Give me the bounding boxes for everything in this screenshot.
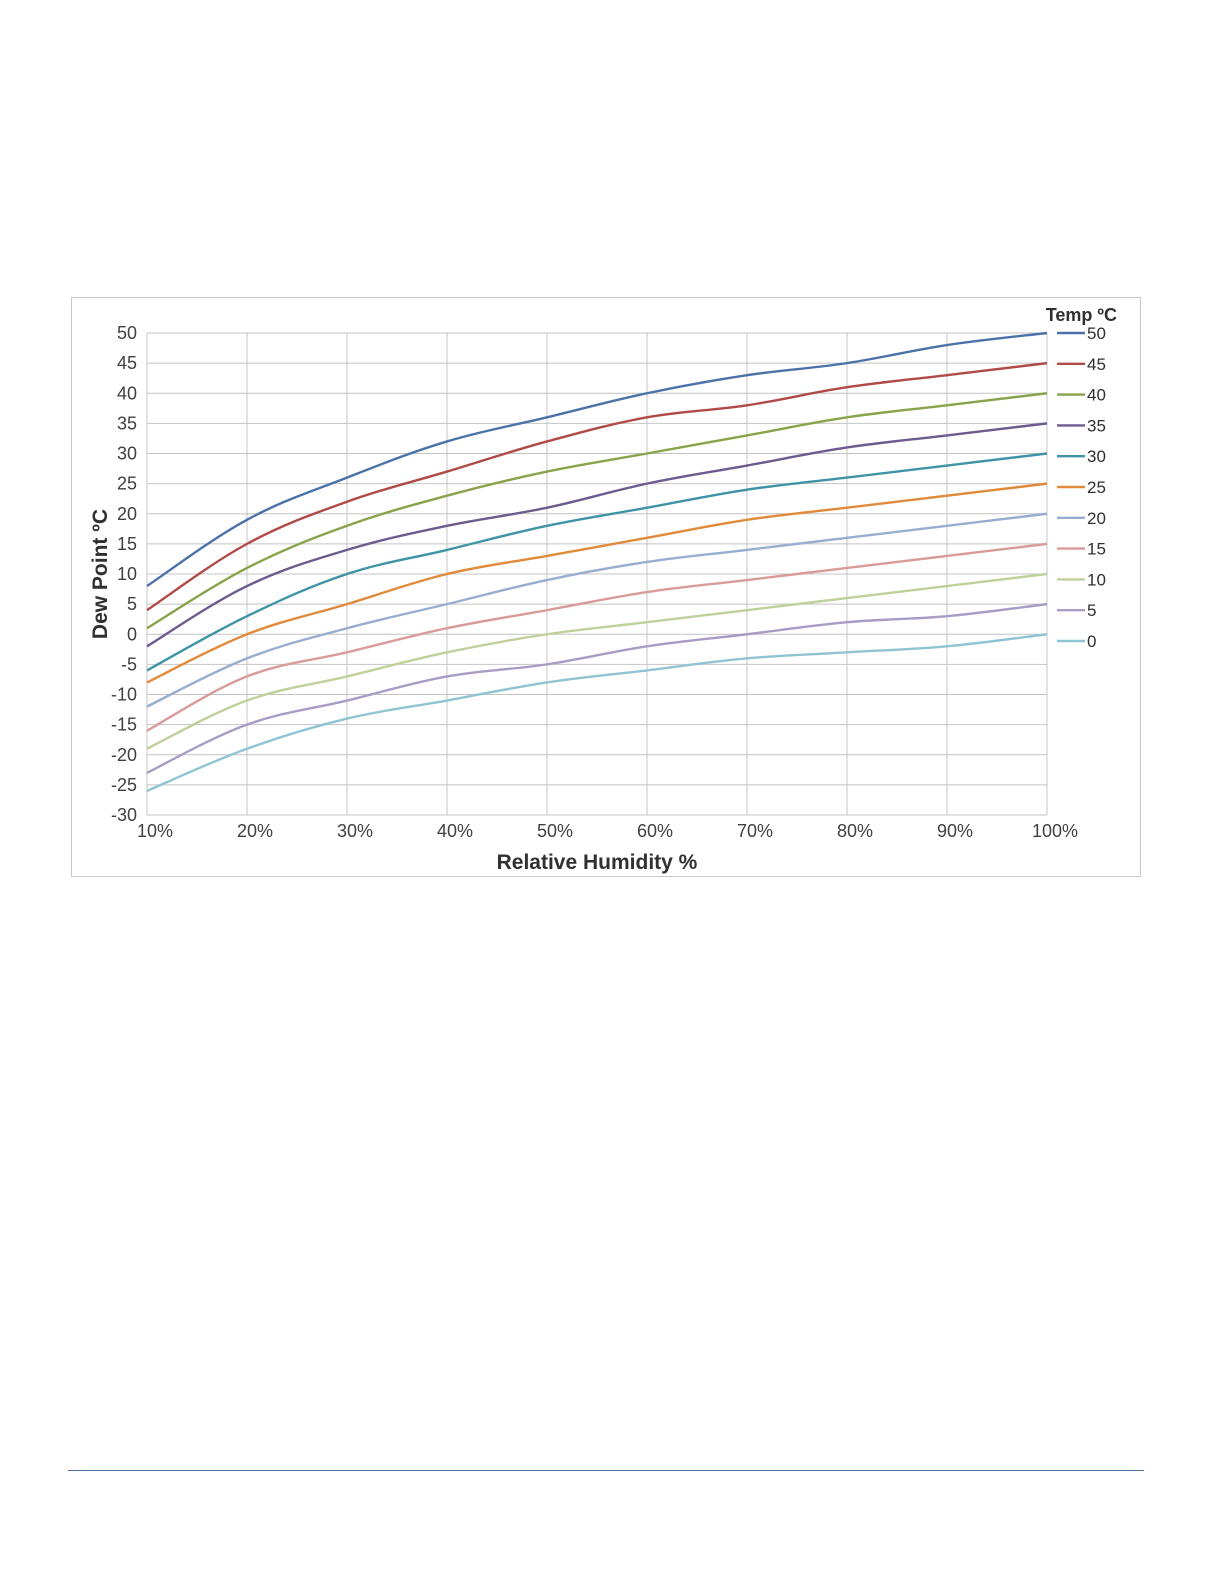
x-tick-label: 60% (637, 821, 673, 841)
y-tick-label: -30 (111, 805, 137, 825)
x-tick-label: 10% (137, 821, 173, 841)
chart-canvas: 50454035302520151050-5-10-15-20-25-3010%… (89, 305, 1117, 874)
series-line-temp-45 (146, 361, 1048, 612)
legend-title: Temp ºC (1046, 305, 1117, 325)
x-tick-label: 50% (537, 821, 573, 841)
grid (146, 332, 1048, 816)
legend-label: 0 (1087, 632, 1096, 651)
legend-label: 5 (1087, 601, 1096, 620)
x-tick-label: 30% (337, 821, 373, 841)
series-line-temp-40 (146, 392, 1048, 630)
x-tick-label: 40% (437, 821, 473, 841)
legend-label: 20 (1087, 509, 1106, 528)
y-tick-label: 10 (117, 564, 137, 584)
legend-label: 10 (1087, 570, 1106, 589)
legend-label: 25 (1087, 478, 1106, 497)
series-line-temp-50 (146, 331, 1048, 588)
series-line-temp-20 (146, 512, 1048, 708)
y-tick-label: 45 (117, 353, 137, 373)
series-line-temp-15 (146, 542, 1048, 732)
legend-label: 40 (1087, 386, 1106, 405)
y-tick-label: 0 (127, 624, 137, 644)
y-tick-label: -15 (111, 715, 137, 735)
y-tick-label: -20 (111, 745, 137, 765)
legend-label: 30 (1087, 447, 1106, 466)
x-axis-title: Relative Humidity % (497, 851, 698, 874)
y-tick-label: 15 (117, 534, 137, 554)
x-tick-label: 100% (1032, 821, 1078, 841)
x-tick-label: 20% (237, 821, 273, 841)
y-axis-title: Dew Point ºC (89, 509, 112, 639)
legend-label: 50 (1087, 324, 1106, 343)
y-tick-label: 40 (117, 383, 137, 403)
y-tick-label: -5 (121, 654, 137, 674)
series-line-temp-10 (146, 572, 1048, 750)
footer-divider (68, 1470, 1144, 1471)
y-tick-label: 50 (117, 323, 137, 343)
legend-label: 15 (1087, 540, 1106, 559)
y-tick-label: 25 (117, 474, 137, 494)
series-line-temp-30 (146, 452, 1048, 672)
series-line-temp-35 (146, 422, 1048, 648)
y-tick-label: 35 (117, 413, 137, 433)
series-line-temp-25 (146, 482, 1048, 684)
x-tick-label: 80% (837, 821, 873, 841)
x-tick-label: 70% (737, 821, 773, 841)
series-lines (146, 331, 1048, 793)
series-line-temp-0 (146, 633, 1048, 793)
legend-label: 45 (1087, 355, 1106, 374)
y-tick-label: -10 (111, 685, 137, 705)
dew-point-chart: 50 45 40 35 30 25 20 15 10 5 0 -5 -10 -15 -20 -25 -30 10%… (71, 297, 1141, 877)
x-tick-label: 90% (937, 821, 973, 841)
y-tick-label: 5 (127, 594, 137, 614)
y-tick-label: 30 (117, 444, 137, 464)
y-tick-label: -25 (111, 775, 137, 795)
y-tick-label: 20 (117, 504, 137, 524)
legend-label: 35 (1087, 416, 1106, 435)
series-line-temp-5 (146, 602, 1048, 774)
tick-labels: 50454035302520151050-5-10-15-20-25-3010%… (111, 323, 1078, 841)
